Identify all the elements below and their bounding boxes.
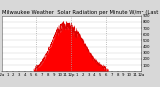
Text: Milwaukee Weather  Solar Radiation per Minute W/m² (Last 24 Hours): Milwaukee Weather Solar Radiation per Mi… bbox=[2, 10, 160, 15]
